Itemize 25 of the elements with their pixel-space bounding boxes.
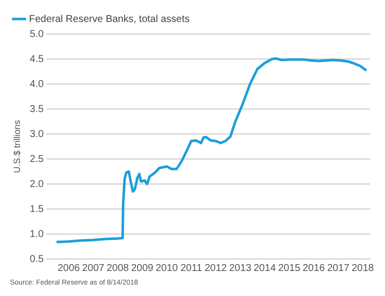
x-tick-label: 2010	[156, 262, 178, 274]
x-tick-label: 2018	[352, 262, 374, 274]
x-tick-label: 2012	[204, 262, 228, 274]
y-tick-label: 2.0	[30, 178, 44, 190]
x-tick-label: 2015	[278, 262, 301, 274]
x-tick-label: 2017	[327, 262, 350, 274]
x-tick-label: 2014	[254, 262, 276, 274]
x-tick-label: 2008	[106, 262, 130, 274]
y-tick-label: 2.5	[30, 154, 44, 165]
x-tick-label: 2007	[82, 262, 105, 274]
y-tick-label: 5.0	[30, 28, 44, 40]
y-tick-label: 4.5	[30, 54, 44, 65]
x-tick-label: 2013	[229, 262, 252, 274]
x-tick-label: 2011	[180, 262, 202, 274]
y-tick-label: 3.5	[30, 104, 44, 115]
y-tick-label: 3.0	[30, 128, 44, 140]
x-tick-label: 2016	[302, 262, 326, 274]
y-axis-title: U.S.$ trillions	[12, 119, 22, 174]
x-tick-label: 2006	[58, 262, 80, 274]
x-tick-label: 2009	[131, 262, 154, 274]
y-tick-label: 4.0	[30, 78, 44, 90]
y-tick-label: 1.0	[30, 228, 44, 240]
legend-label: Federal Reserve Banks, total assets	[29, 14, 190, 25]
y-tick-label: 1.5	[30, 204, 44, 215]
y-tick-label: 0.5	[30, 254, 44, 265]
